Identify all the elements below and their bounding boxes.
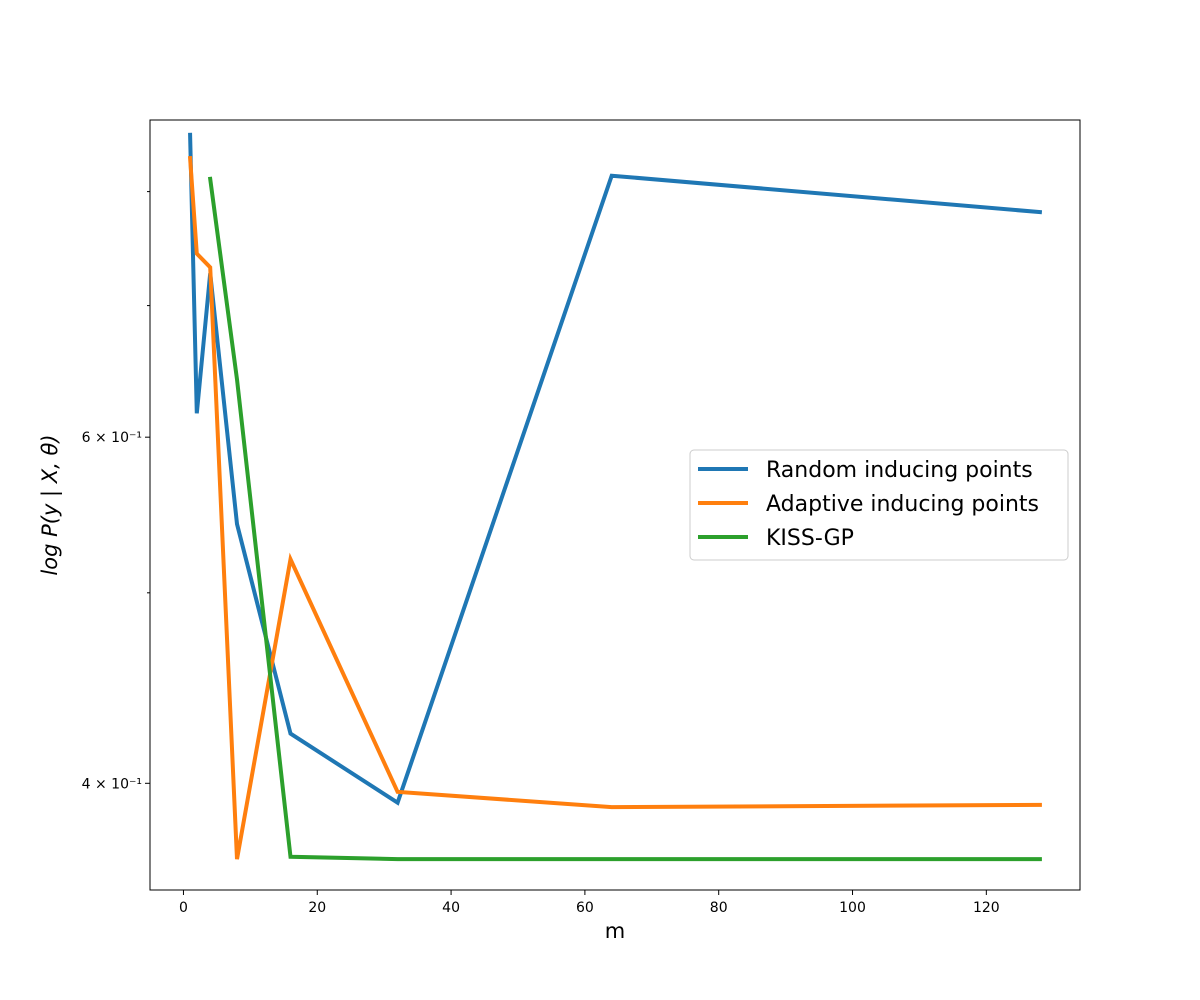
y-tick-label: 6 × 10⁻¹ [82,430,142,446]
y-axis-label: log P(y | X, θ) [38,434,63,575]
axes-frame [149,119,1081,891]
legend-label-2: Adaptive inducing points [766,492,1039,517]
legend-box [689,449,1069,561]
x-axis-ticks: 0 20 40 60 80 100 120 [179,890,1000,916]
x-tick-label: 60 [576,900,594,916]
y-tick-label: 4 × 10⁻¹ [82,776,142,792]
x-tick-label: 20 [308,900,326,916]
y-axis-ticks: 4 × 10⁻¹ 6 × 10⁻¹ [82,191,150,792]
legend-label-3: KISS-GP [766,526,854,551]
x-tick-label: 0 [179,900,188,916]
x-tick-label: 120 [973,900,1000,916]
plot-area [187,132,1043,862]
x-tick-label: 80 [710,900,728,916]
legend: Random inducing points Adaptive inducing … [689,449,1069,561]
x-tick-label: 100 [839,900,866,916]
series-line-3 [207,176,1042,862]
series-line-2 [187,155,1042,860]
x-axis-label: m [605,919,625,943]
x-tick-label: 40 [442,900,460,916]
legend-label-1: Random inducing points [766,458,1033,483]
